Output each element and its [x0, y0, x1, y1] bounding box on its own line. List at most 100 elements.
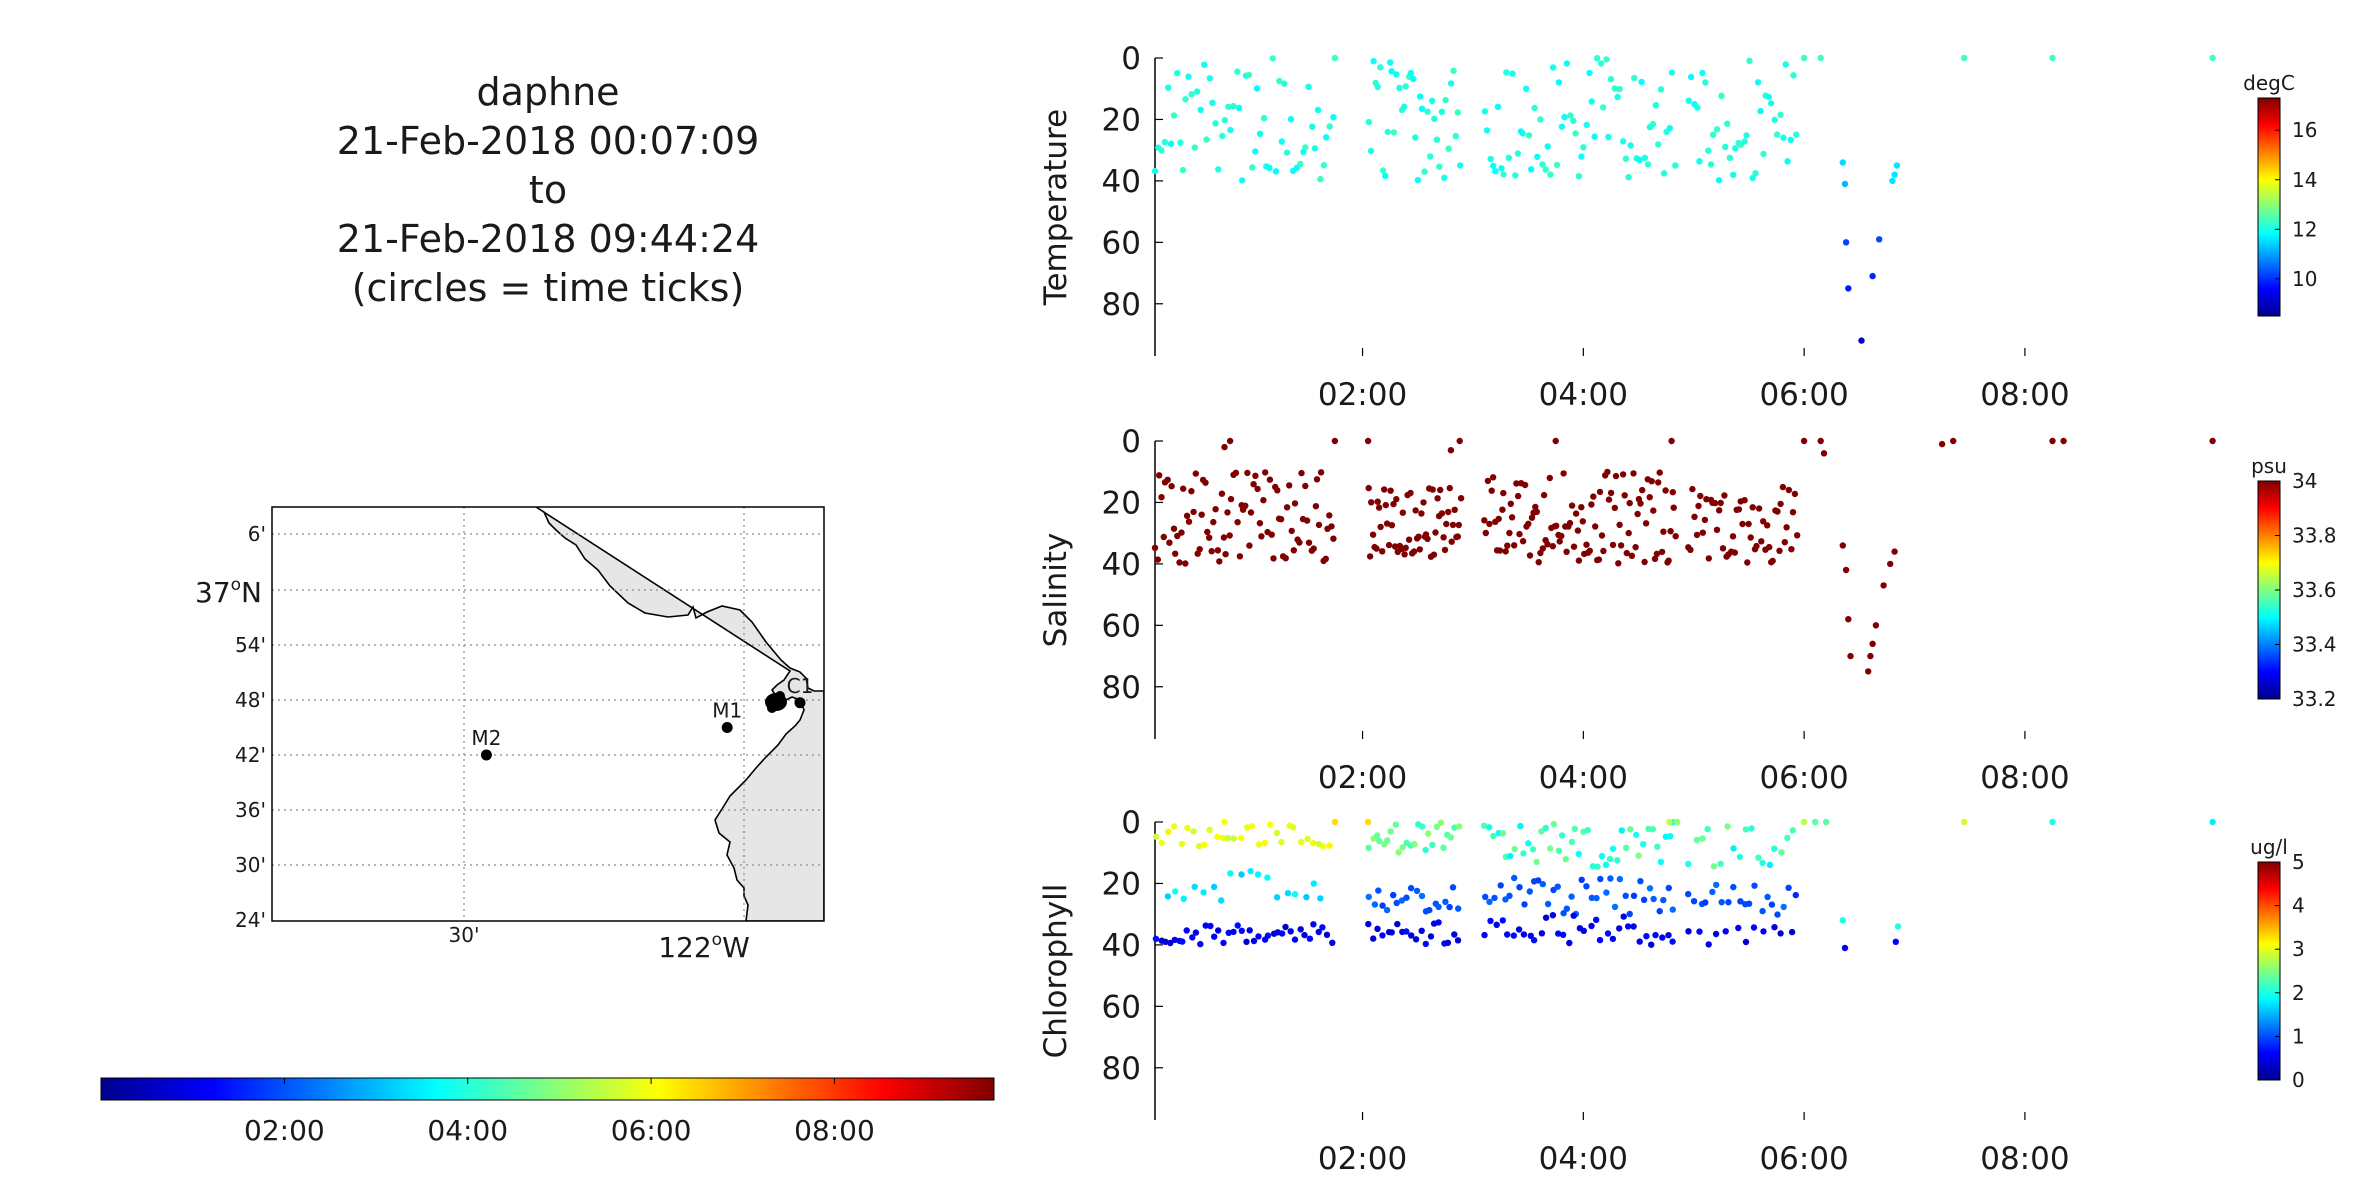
data-point	[1219, 132, 1226, 140]
data-point	[1724, 120, 1731, 127]
data-point	[1701, 516, 1709, 524]
data-point	[1482, 893, 1489, 901]
data-point	[1658, 548, 1666, 556]
map-lat-labels: 6' 37oN 54' 48' 42' 36' 30' 24'	[195, 522, 266, 932]
data-point	[1158, 839, 1166, 846]
data-point	[1514, 492, 1522, 500]
data-point	[1508, 514, 1516, 521]
data-point	[1771, 116, 1778, 124]
data-point	[1313, 476, 1321, 483]
data-point	[1430, 551, 1438, 558]
data-point	[1710, 131, 1717, 138]
station-marker-m2	[480, 749, 492, 761]
data-point	[1184, 824, 1191, 832]
data-point	[1665, 557, 1672, 564]
data-point	[1615, 560, 1622, 567]
data-point	[1200, 841, 1208, 848]
x-tick-label: 06:00	[1759, 377, 1848, 413]
data-point	[1193, 88, 1201, 95]
data-point	[1789, 827, 1797, 834]
data-point	[1435, 903, 1442, 911]
data-point	[1227, 126, 1234, 134]
y-tick-label: 60	[1102, 225, 1141, 261]
data-point	[1528, 166, 1535, 173]
data-point	[1399, 509, 1407, 516]
data-point	[1649, 120, 1657, 128]
x-tick-label: 06:00	[1759, 1141, 1848, 1177]
data-point	[1575, 850, 1583, 858]
data-point	[1685, 860, 1692, 868]
data-point	[1758, 538, 1765, 545]
data-point	[1296, 539, 1303, 546]
data-point	[1383, 906, 1391, 914]
data-point	[1480, 822, 1488, 829]
data-point	[1151, 544, 1159, 551]
data-point	[1172, 888, 1179, 895]
data-point	[1454, 937, 1462, 944]
y-tick-label: 80	[1102, 1051, 1141, 1087]
data-point	[1699, 529, 1707, 536]
data-point	[1554, 883, 1561, 890]
data-point	[1419, 823, 1426, 830]
data-point	[1422, 940, 1430, 948]
data-point	[1722, 143, 1729, 151]
data-point	[1185, 518, 1193, 525]
data-point	[1487, 917, 1494, 925]
x-tick-label: 02:00	[1318, 760, 1407, 796]
data-point	[1571, 825, 1578, 833]
data-point	[1550, 820, 1558, 828]
data-point	[1641, 154, 1649, 161]
data-point	[1687, 73, 1695, 81]
time-colorbar-tick-label: 08:00	[794, 1114, 875, 1147]
data-point	[1192, 470, 1200, 477]
data-point	[1314, 106, 1322, 114]
data-point	[1735, 506, 1743, 513]
data-point	[1304, 835, 1311, 842]
data-point	[1433, 823, 1441, 831]
colorbar-tick-label: 1	[2292, 1024, 2305, 1048]
data-point	[1607, 76, 1615, 83]
data-point	[1182, 96, 1189, 103]
data-point	[1766, 543, 1773, 551]
data-point	[1780, 134, 1787, 141]
data-point	[1183, 927, 1190, 934]
data-point	[1506, 892, 1513, 899]
data-point	[1320, 842, 1327, 850]
data-point	[1598, 532, 1606, 539]
data-point	[1555, 930, 1562, 937]
data-point	[1379, 167, 1387, 174]
data-point	[1446, 484, 1454, 492]
data-point	[1490, 832, 1497, 840]
data-point	[1614, 93, 1621, 101]
data-point	[1214, 833, 1221, 841]
data-point	[1455, 905, 1462, 912]
data-point	[1755, 854, 1762, 861]
end-time: 21-Feb-2018 09:44:24	[337, 217, 760, 261]
data-point	[1669, 489, 1677, 496]
data-point	[1660, 528, 1667, 535]
data-point	[1481, 931, 1488, 939]
data-point	[1266, 164, 1273, 172]
data-point	[1691, 513, 1698, 520]
lat-label-42: 42'	[235, 743, 266, 767]
data-point	[1234, 68, 1241, 75]
data-point	[1586, 547, 1594, 554]
data-point	[1390, 891, 1397, 899]
data-point	[1190, 508, 1197, 516]
data-point	[1654, 843, 1661, 850]
data-point	[1281, 80, 1288, 87]
data-point	[1303, 894, 1310, 901]
data-point	[1403, 894, 1410, 901]
data-point	[1402, 544, 1409, 551]
data-point	[1158, 494, 1165, 501]
data-point	[1696, 158, 1703, 165]
data-point	[1288, 527, 1295, 535]
data-point	[1374, 925, 1381, 932]
data-point	[1568, 893, 1575, 900]
data-point	[1646, 885, 1654, 892]
data-point	[1410, 75, 1417, 83]
data-point	[1776, 547, 1783, 554]
data-point	[1817, 437, 1824, 445]
data-point	[1845, 285, 1852, 292]
